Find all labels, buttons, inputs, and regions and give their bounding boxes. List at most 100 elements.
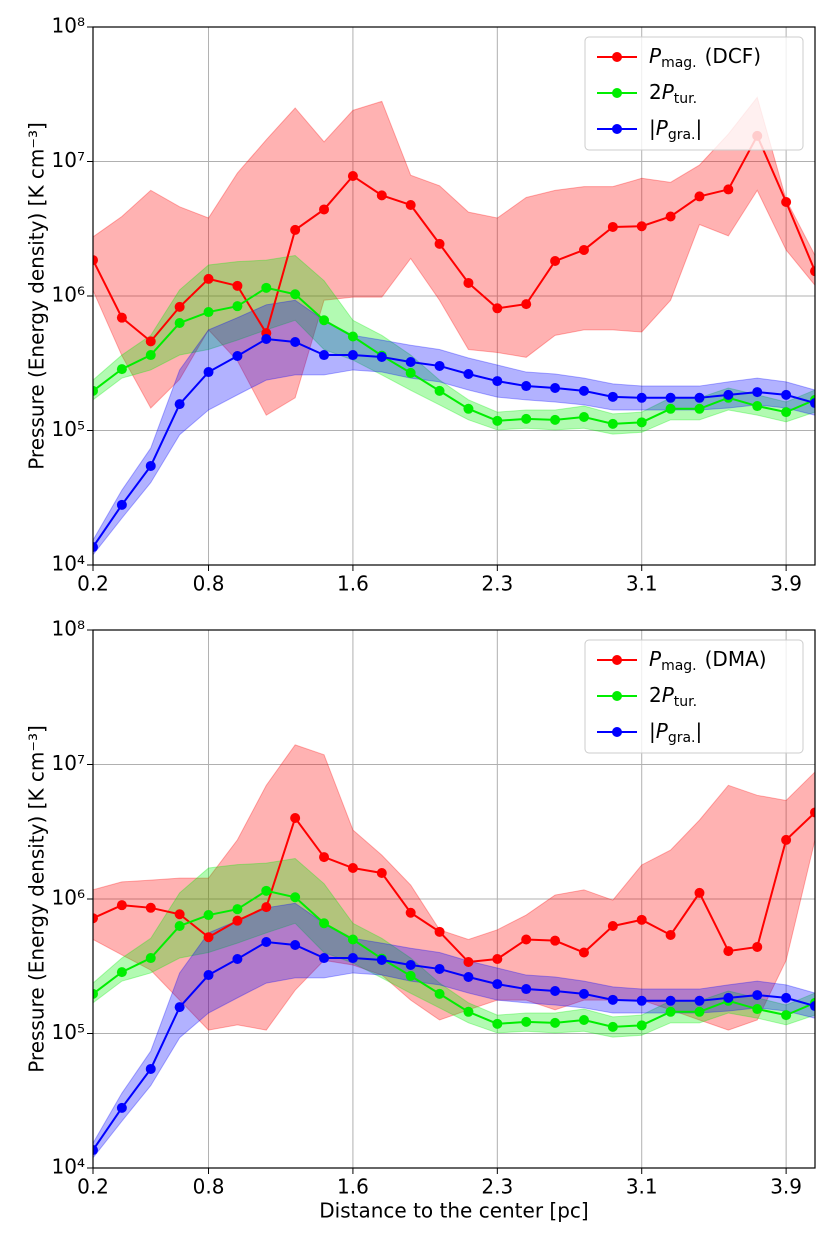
panel: 0.2 0.8 1.6 2.3 3.1 3.9 10⁴ 10⁵ 10⁶ 10⁷ 10⁸ Pmag. (D… <box>25 14 816 596</box>
marker <box>261 936 272 947</box>
marker <box>347 863 358 874</box>
marker <box>347 953 358 964</box>
legend-symbol: P <box>649 44 662 68</box>
marker <box>203 367 214 378</box>
marker <box>752 401 763 412</box>
marker <box>521 984 532 995</box>
marker <box>203 910 214 921</box>
marker <box>521 413 532 424</box>
marker <box>93 542 98 553</box>
marker <box>174 920 185 931</box>
x-tick-label: 0.2 <box>77 1175 109 1199</box>
marker <box>290 813 301 824</box>
plot-area <box>93 96 815 556</box>
marker <box>550 986 561 997</box>
marker <box>665 995 676 1006</box>
marker <box>232 280 243 291</box>
y-tick-label: 10⁷ <box>52 751 85 775</box>
x-tick-label: 2.3 <box>481 572 513 596</box>
legend-suffix: (DMA) <box>705 647 767 671</box>
marker <box>232 954 243 965</box>
error-band <box>93 96 815 416</box>
marker <box>405 960 416 971</box>
marker <box>521 934 532 945</box>
legend-subscript: mag. <box>661 658 697 674</box>
marker <box>93 1145 98 1156</box>
marker <box>290 224 301 235</box>
marker <box>607 418 618 429</box>
marker <box>319 204 330 215</box>
marker <box>781 389 792 400</box>
marker <box>810 1001 815 1012</box>
legend-label: |Pgra.| <box>649 719 702 747</box>
legend-marker <box>612 727 622 737</box>
error-band <box>93 857 815 1038</box>
marker <box>116 967 127 978</box>
legend-symbol: P <box>662 80 675 104</box>
plot-frame <box>92 26 816 566</box>
marker <box>93 988 98 999</box>
marker <box>405 357 416 368</box>
marker <box>93 385 98 396</box>
marker <box>781 992 792 1003</box>
marker <box>405 367 416 378</box>
marker <box>376 868 387 879</box>
marker <box>550 1017 561 1028</box>
marker <box>463 1006 474 1017</box>
marker <box>347 171 358 182</box>
marker <box>319 953 330 964</box>
marker <box>492 1018 503 1029</box>
marker <box>781 834 792 845</box>
marker <box>492 954 503 965</box>
marker <box>723 992 734 1003</box>
legend-subscript: mag. <box>661 55 697 71</box>
marker <box>116 1102 127 1113</box>
plot-area <box>93 744 815 1159</box>
marker <box>550 383 561 394</box>
marker <box>116 900 127 911</box>
marker <box>550 256 561 267</box>
marker <box>290 892 301 903</box>
marker <box>723 184 734 195</box>
error-band <box>93 744 815 1031</box>
series-line <box>93 811 815 964</box>
legend-symbol: P <box>649 647 662 671</box>
marker <box>463 369 474 380</box>
marker <box>521 1016 532 1027</box>
marker <box>232 351 243 362</box>
marker <box>145 350 156 361</box>
marker <box>261 282 272 293</box>
marker <box>578 385 589 396</box>
marker <box>781 196 792 207</box>
marker <box>665 211 676 222</box>
legend-marker <box>612 124 622 134</box>
y-axis-label: Pressure (Energy density) [K cm⁻³] <box>25 725 49 1073</box>
marker <box>752 990 763 1001</box>
marker <box>810 398 815 409</box>
marker <box>636 995 647 1006</box>
legend-suffix: | <box>695 719 702 743</box>
marker <box>347 331 358 342</box>
legend-subscript: gra. <box>668 730 696 746</box>
legend-suffix: | <box>695 116 702 140</box>
marker <box>752 941 763 952</box>
legend-frame <box>584 36 804 151</box>
marker <box>232 301 243 312</box>
marker <box>665 403 676 414</box>
marker <box>492 415 503 426</box>
marker <box>319 918 330 929</box>
legend-marker <box>612 88 622 98</box>
marker <box>607 920 618 931</box>
marker <box>116 312 127 323</box>
marker <box>174 301 185 312</box>
error-band <box>93 254 815 435</box>
marker <box>492 376 503 387</box>
marker <box>261 885 272 896</box>
x-tick-label: 3.9 <box>770 1175 802 1199</box>
x-tick-label: 1.6 <box>337 572 369 596</box>
marker <box>694 887 705 898</box>
marker <box>463 957 474 968</box>
legend-label: Pmag. (DCF) <box>649 44 761 72</box>
marker <box>463 403 474 414</box>
